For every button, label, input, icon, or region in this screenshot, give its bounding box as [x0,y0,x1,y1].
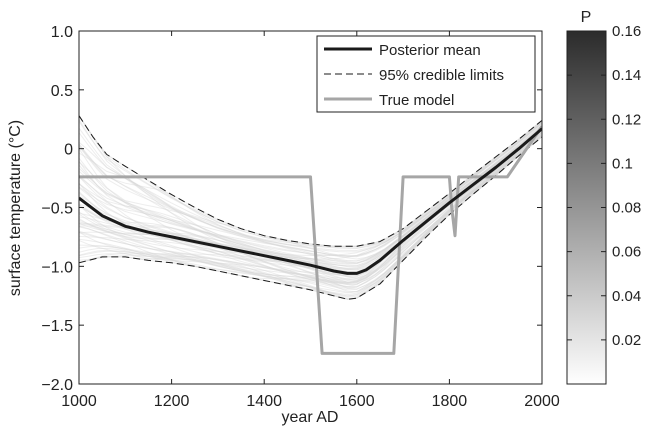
posterior-sample-curve [79,134,542,300]
legend-label-posterior-mean: Posterior mean [379,42,481,59]
series-lower-credible-limit [79,136,542,300]
posterior-sample-curve [79,131,542,276]
y-tick-label: 1.0 [51,24,73,41]
posterior-sample-curve [79,133,542,286]
series-upper-credible-limit [79,115,542,247]
x-tick-label: 1200 [154,393,190,410]
y-tick-label: 0 [64,142,73,159]
posterior-sample-curve [79,121,542,253]
posterior-sample-curve [79,132,542,288]
posterior-density-cloud [79,115,542,300]
posterior-sample-curve [79,135,542,297]
posterior-sample-curve [79,123,542,264]
posterior-sample-curve [79,131,542,284]
series-true-model [79,125,542,355]
colorbar-gradient [566,30,607,385]
posterior-sample-curve [79,122,542,264]
posterior-sample-curve [79,120,542,257]
posterior-sample-curve [79,115,542,247]
posterior-sample-curve [79,122,542,257]
colorbar-ticks: 0.02 0.04 0.06 0.08 0.1 0.12 0.14 0.16 [567,23,641,349]
colorbar-tick-label: 0.14 [612,67,641,84]
x-tick-label: 1600 [339,393,375,410]
x-axis-label: year AD [282,409,339,426]
colorbar-tick-label: 0.04 [612,288,641,305]
posterior-sample-curve [79,133,542,300]
posterior-sample-curve [79,124,542,262]
legend-label-credible-limits: 95% credible limits [379,67,504,84]
posterior-sample-curve [79,125,542,265]
x-axis-ticks: 1000 1200 1400 1600 1800 2000 [61,31,560,410]
y-tick-label: −2.0 [41,377,73,394]
legend: Posterior mean 95% credible limits True … [316,35,536,113]
y-tick-label: −0.5 [41,201,73,218]
colorbar-tick-label: 0.06 [612,244,641,261]
colorbar: P 0.02 0.04 0.06 0.08 0.1 0.12 0.14 0.16 [566,9,641,385]
y-tick-label: −1.5 [41,318,73,335]
posterior-sample-curve [79,134,542,285]
y-axis-label: surface temperature (°C) [7,120,24,296]
colorbar-tick-label: 0.12 [612,111,641,128]
posterior-sample-curve [79,132,542,283]
y-tick-label: −1.0 [41,259,73,276]
posterior-sample-curve [79,134,542,291]
posterior-sample-curve [79,127,542,270]
colorbar-tick-label: 0.08 [612,200,641,217]
colorbar-tick-label: 0.02 [612,332,641,349]
posterior-sample-curve [79,131,542,293]
x-tick-label: 1000 [61,393,97,410]
posterior-sample-curve [79,136,542,297]
posterior-sample-curve [79,115,542,248]
colorbar-label: P [581,9,592,26]
posterior-sample-curve [79,121,542,252]
posterior-sample-curve [79,126,542,256]
posterior-sample-curve [79,127,542,260]
posterior-sample-curve [79,122,542,260]
colorbar-tick-label: 0.16 [612,23,641,40]
posterior-sample-curve [79,122,542,258]
posterior-sample-curve [79,126,542,269]
legend-label-true-model: True model [379,92,454,109]
x-tick-label: 2000 [524,393,560,410]
posterior-sample-curve [79,134,542,285]
posterior-sample-curve [79,125,542,268]
posterior-sample-curve [79,115,542,247]
posterior-sample-curve [79,133,542,283]
x-tick-label: 1400 [246,393,282,410]
posterior-sample-curve [79,136,542,296]
y-tick-label: 0.5 [51,83,73,100]
colorbar-tick-label: 0.1 [612,155,633,172]
posterior-sample-curve [79,135,542,298]
series-posterior-mean [79,127,542,275]
posterior-sample-curve [79,119,542,249]
posterior-sample-curve [79,129,542,290]
posterior-sample-curve [79,124,542,257]
posterior-sample-curve [79,125,542,264]
series-layer [79,115,542,355]
x-tick-label: 1800 [432,393,468,410]
posterior-sample-curve [79,126,542,267]
posterior-sample-curve [79,120,542,249]
posterior-sample-curve [79,132,542,288]
y-axis-ticks: −2.0 −1.5 −1.0 −0.5 0 0.5 1.0 [41,24,542,394]
posterior-sample-curve [79,136,542,294]
posterior-sample-curve [79,134,542,293]
